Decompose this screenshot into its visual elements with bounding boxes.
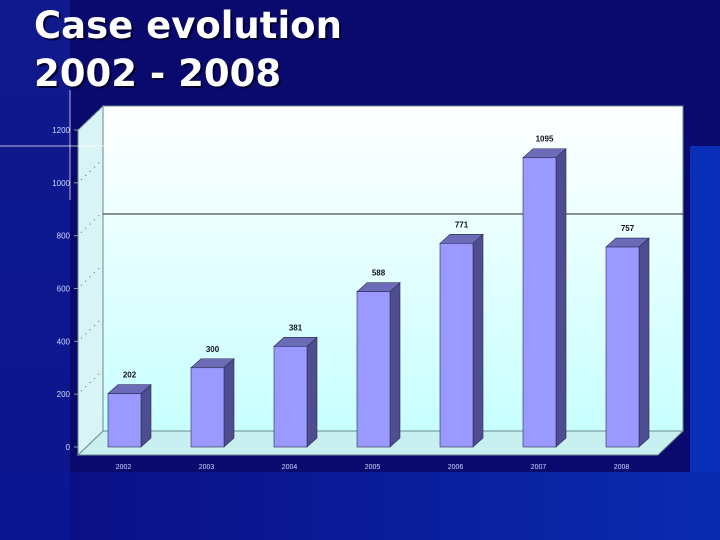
bar-side <box>140 383 152 448</box>
bar-front <box>190 367 225 448</box>
plot-side-wall <box>77 104 104 457</box>
y-tick-label: 1200 <box>52 126 70 135</box>
bars: 202 300 381 588 771 1095 757 <box>107 135 650 448</box>
y-tick-label: 200 <box>57 390 71 399</box>
bar <box>439 233 484 448</box>
x-axis: 2002 2003 2004 2005 2006 2007 2008 <box>116 464 630 471</box>
background-panel-left <box>0 0 70 540</box>
data-label: 300 <box>206 345 220 354</box>
slide-title: Case evolution 2002 - 2008 <box>34 2 342 98</box>
bar <box>190 358 235 448</box>
bar-side <box>472 233 484 448</box>
bar-side <box>638 237 650 448</box>
background-panel-bottom <box>70 472 720 540</box>
y-tick-label: 400 <box>57 337 71 346</box>
bar <box>605 237 650 448</box>
y-tick-label: 600 <box>57 285 71 294</box>
data-label: 381 <box>289 323 303 332</box>
y-axis: 0 200 400 600 800 1000 1200 <box>52 108 101 452</box>
bar-front <box>356 291 391 448</box>
bar <box>522 148 567 448</box>
x-tick-label: 2002 <box>116 464 132 471</box>
x-tick-label: 2008 <box>614 464 630 471</box>
bar-front <box>273 346 308 448</box>
bar-side <box>223 358 235 448</box>
bar-front <box>439 243 474 448</box>
x-tick-label: 2003 <box>199 464 215 471</box>
data-label: 588 <box>372 269 386 278</box>
x-tick-label: 2007 <box>531 464 547 471</box>
y-tick-label: 1000 <box>52 179 70 188</box>
bar-front <box>605 246 640 448</box>
data-label: 1095 <box>536 135 554 144</box>
bar-front <box>107 393 142 448</box>
x-tick-label: 2004 <box>282 464 298 471</box>
title-line-1: Case evolution <box>34 4 342 47</box>
y-tick-label: 800 <box>57 232 71 241</box>
bar-side <box>306 336 318 448</box>
bar-side <box>555 148 567 448</box>
crosshair-decoration <box>0 90 120 200</box>
data-label: 202 <box>123 371 137 380</box>
data-label: 757 <box>621 224 635 233</box>
bar <box>356 281 401 448</box>
x-tick-label: 2006 <box>448 464 464 471</box>
bar <box>107 383 152 448</box>
bar <box>273 336 318 448</box>
y-tick-label: 0 <box>66 443 71 452</box>
title-line-2: 2002 - 2008 <box>34 52 282 95</box>
bar-side <box>389 281 401 448</box>
bar-front <box>522 157 557 448</box>
data-label: 771 <box>455 220 469 229</box>
x-tick-label: 2005 <box>365 464 381 471</box>
